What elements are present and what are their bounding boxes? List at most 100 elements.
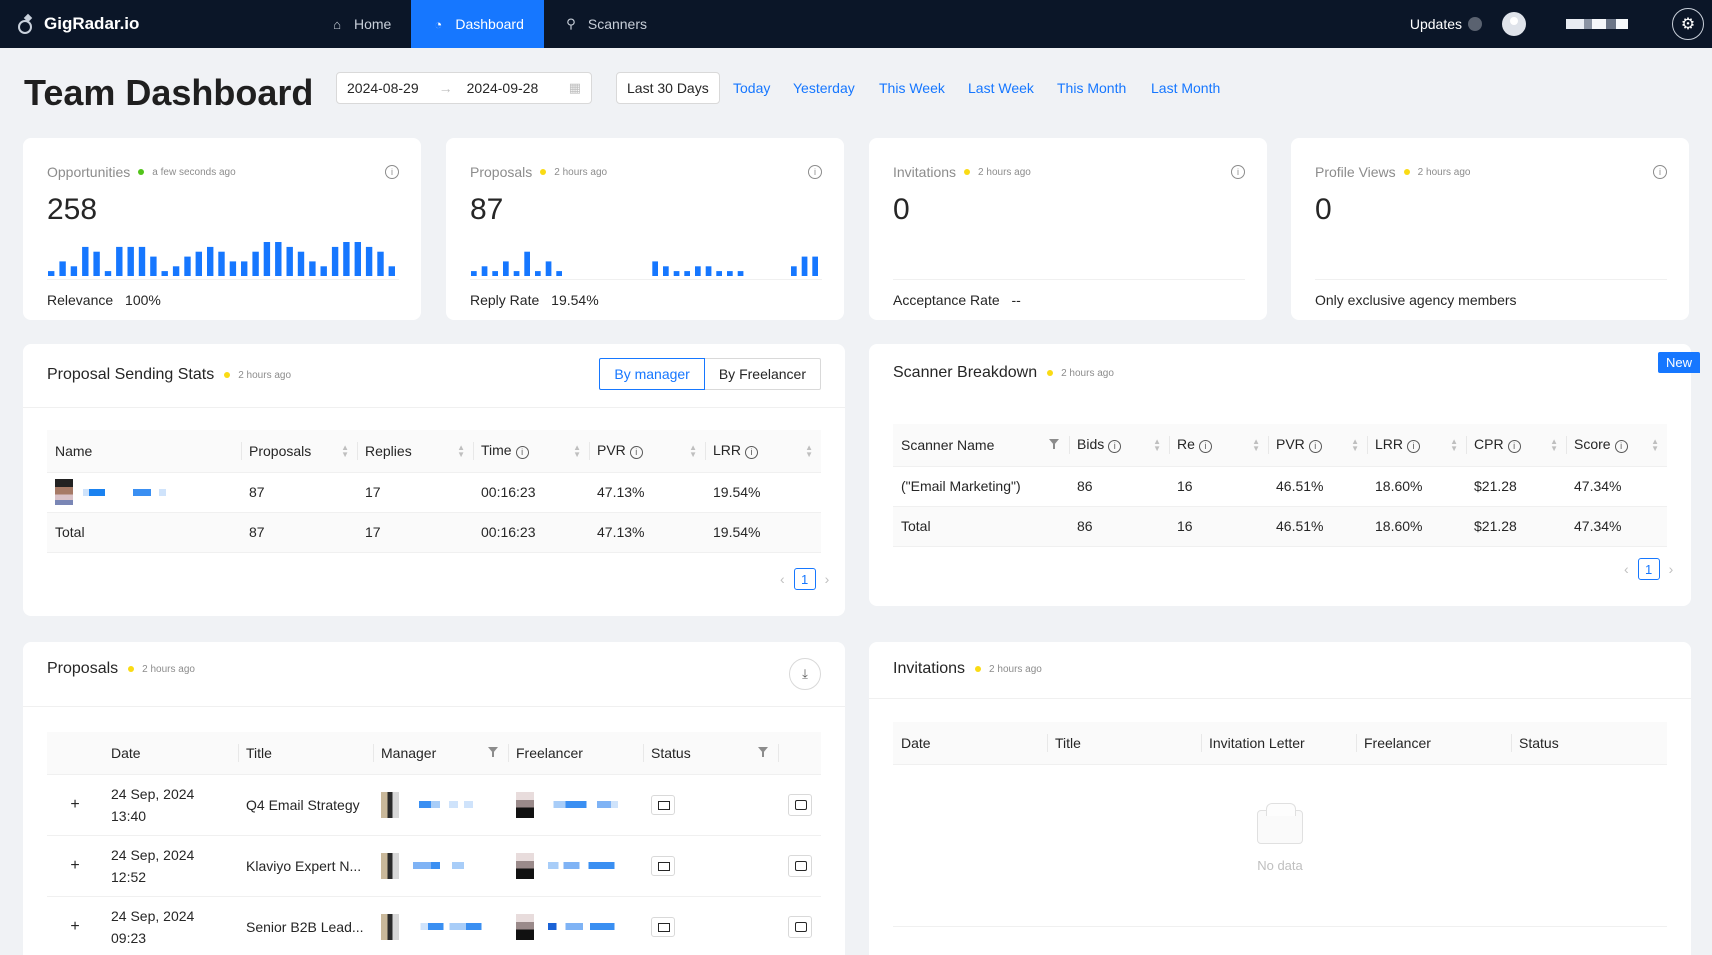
page-1-button[interactable]: 1 bbox=[793, 568, 816, 590]
download-icon[interactable]: ⤓ bbox=[789, 658, 821, 690]
preset-last-month[interactable]: Last Month bbox=[1151, 80, 1221, 96]
spark-bar bbox=[545, 261, 552, 276]
page-1-button[interactable]: 1 bbox=[1637, 558, 1660, 580]
updated-ago: 2 hours ago bbox=[238, 369, 292, 381]
stat-footer: Acceptance Rate -- bbox=[893, 292, 1245, 308]
updated-ago: 2 hours ago bbox=[142, 663, 195, 675]
filter-icon bbox=[1049, 439, 1059, 449]
col-header-status[interactable]: Status bbox=[643, 732, 778, 775]
blurred-name bbox=[547, 801, 618, 808]
by-freelancer-button[interactable]: By Freelancer bbox=[704, 358, 821, 390]
prev-page-icon[interactable]: ‹ bbox=[1624, 561, 1629, 577]
col-header-time[interactable]: Time i ▲ ▼ bbox=[473, 430, 589, 473]
stat-foot-label: Reply Rate bbox=[470, 292, 540, 308]
col-header-scanner-name[interactable]: Scanner Name bbox=[893, 424, 1069, 467]
settings-gear-icon[interactable]: ⚙ bbox=[1672, 8, 1704, 40]
brand-name: GigRadar.io bbox=[44, 14, 140, 33]
proposal-title-link[interactable]: Senior B2B Lead... bbox=[238, 896, 373, 955]
date-start[interactable]: 2024-08-29 bbox=[347, 80, 419, 96]
col-header-replies[interactable]: Replies ▲ ▼ bbox=[357, 430, 473, 473]
proposal-title-link[interactable]: Q4 Email Strategy bbox=[238, 774, 373, 836]
empty-text: No data bbox=[1257, 858, 1303, 873]
preset-last-30-days[interactable]: Last 30 Days bbox=[616, 72, 720, 104]
sort-icon: ▲ ▼ bbox=[1252, 437, 1260, 453]
info-icon[interactable]: i bbox=[808, 165, 822, 179]
col-header-manager[interactable]: Manager bbox=[373, 732, 508, 775]
manager-cell bbox=[373, 774, 508, 836]
preset-today[interactable]: Today bbox=[733, 80, 771, 96]
chat-bubble-icon[interactable] bbox=[787, 915, 812, 938]
avatar bbox=[381, 913, 399, 940]
spark-bar bbox=[684, 271, 690, 276]
updates-toggle[interactable]: Updates bbox=[1410, 16, 1482, 32]
col-header-cpr[interactable]: CPR i ▲ ▼ bbox=[1466, 424, 1566, 467]
brand-logo[interactable]: GigRadar.io bbox=[0, 0, 310, 48]
col-header-pvr[interactable]: PVR i ▲ ▼ bbox=[1268, 424, 1367, 467]
cell-lrr: 18.60% bbox=[1367, 466, 1466, 507]
nav-item-dashboard[interactable]: ◔ Dashboard bbox=[411, 0, 544, 48]
next-page-icon[interactable]: › bbox=[824, 571, 830, 587]
section-title-text: Proposal Sending Stats bbox=[47, 366, 215, 383]
col-header-pvr[interactable]: PVR i ▲ ▼ bbox=[589, 430, 705, 473]
col-header-lrr[interactable]: LRR i ▲ ▼ bbox=[1367, 424, 1466, 467]
preset-yesterday[interactable]: Yesterday bbox=[793, 80, 855, 96]
info-icon[interactable]: i bbox=[1653, 165, 1667, 179]
chat-bubble-icon[interactable] bbox=[787, 854, 812, 877]
spark-bar bbox=[252, 251, 259, 276]
updated-ago: a few seconds ago bbox=[152, 166, 236, 178]
cell-date: 24 Sep, 2024 09:23 bbox=[103, 896, 238, 955]
nav-item-scanners[interactable]: ⚲ Scanners bbox=[544, 0, 667, 48]
chat-bubble-icon[interactable] bbox=[787, 793, 812, 816]
spark-bar bbox=[737, 271, 744, 276]
preset-this-week[interactable]: This Week bbox=[879, 80, 945, 96]
mail-icon[interactable] bbox=[651, 855, 675, 876]
expand-row-plus-icon[interactable]: + bbox=[47, 835, 103, 897]
mail-icon[interactable] bbox=[651, 794, 675, 815]
date-end[interactable]: 2024-09-28 bbox=[466, 80, 539, 96]
col-header-freelancer: Freelancer bbox=[1356, 722, 1511, 765]
proposal-title-link[interactable]: Klaviyo Expert N... bbox=[238, 835, 373, 897]
expand-row-plus-icon[interactable]: + bbox=[47, 896, 103, 955]
next-page-icon[interactable]: › bbox=[1668, 561, 1674, 577]
nav-item-home[interactable]: ⌂ Home bbox=[310, 0, 411, 48]
preset-this-month[interactable]: This Month bbox=[1057, 80, 1127, 96]
blurred-user-name[interactable] bbox=[1566, 19, 1628, 29]
proposals-card: Proposals 2 hours ago ⤓ Date Title Manag… bbox=[23, 642, 845, 955]
by-manager-button[interactable]: By manager bbox=[599, 358, 705, 390]
stat-card-opportunities: Opportunities a few seconds ago i 258 Re… bbox=[23, 138, 421, 320]
preset-last-week[interactable]: Last Week bbox=[968, 80, 1034, 96]
stat-title: Profile Views bbox=[1315, 164, 1396, 180]
col-header-score[interactable]: Score i ▲ ▼ bbox=[1566, 424, 1667, 467]
col-header-re[interactable]: Re i ▲ ▼ bbox=[1169, 424, 1268, 467]
spark-bar bbox=[513, 271, 520, 276]
section-title: Invitations 2 hours ago bbox=[893, 660, 1042, 678]
col-header-proposals[interactable]: Proposals ▲ ▼ bbox=[241, 430, 357, 473]
user-avatar[interactable] bbox=[1502, 12, 1526, 36]
expand-row-plus-icon[interactable]: + bbox=[47, 774, 103, 836]
spark-bar bbox=[716, 271, 722, 276]
date-text: 24 Sep, 2024 bbox=[111, 785, 195, 802]
stat-footer: Reply Rate 19.54% bbox=[470, 292, 822, 308]
avatar bbox=[381, 791, 399, 818]
sparkline-chart bbox=[47, 240, 399, 280]
spark-bar bbox=[652, 261, 658, 276]
sparkline-chart bbox=[1315, 240, 1667, 280]
mail-icon[interactable] bbox=[651, 916, 675, 937]
cell-pvr: 46.51% bbox=[1268, 466, 1367, 507]
date-range-picker[interactable]: 2024-08-29 → 2024-09-28 ▦ bbox=[336, 72, 592, 104]
divider bbox=[23, 407, 845, 408]
info-icon[interactable]: i bbox=[1231, 165, 1245, 179]
sparkline-svg bbox=[471, 251, 818, 276]
col-header-bids[interactable]: Bids i ▲ ▼ bbox=[1069, 424, 1169, 467]
info-icon[interactable]: i bbox=[385, 165, 399, 179]
empty-inbox-icon bbox=[1257, 803, 1303, 844]
prev-page-icon[interactable]: ‹ bbox=[780, 571, 785, 587]
calendar-icon: ▦ bbox=[568, 80, 581, 95]
info-icon: i bbox=[629, 446, 643, 460]
scanner-name-link[interactable]: ("Email Marketing") bbox=[893, 466, 1069, 507]
col-header-status: Status bbox=[1511, 722, 1667, 765]
col-header-lrr[interactable]: LRR i ▲ ▼ bbox=[705, 430, 821, 473]
blurred-name bbox=[412, 862, 473, 869]
section-title: Proposal Sending Stats 2 hours ago bbox=[47, 366, 291, 384]
spark-bar bbox=[535, 271, 541, 276]
